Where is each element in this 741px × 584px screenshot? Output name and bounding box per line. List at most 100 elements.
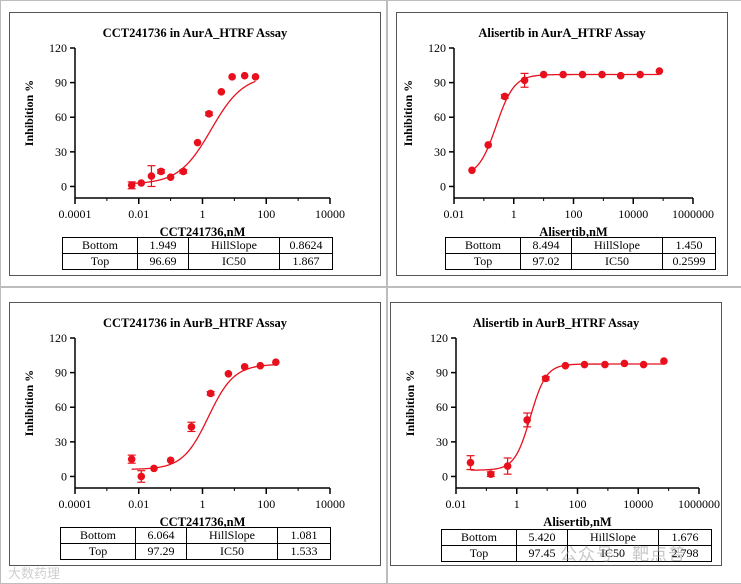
fit-curve (131, 364, 276, 470)
data-point (157, 167, 165, 176)
x-tick-label: 1 (514, 497, 520, 511)
chart-title: Alisertib in AurB_HTRF Assay (473, 316, 640, 330)
fit-param-name: IC50 (186, 543, 278, 560)
x-tick-label: 0.01 (446, 497, 467, 511)
data-point (487, 470, 495, 478)
fit-param-name: HillSlope (567, 529, 659, 546)
x-axis-label: CCT241736,nM (160, 225, 246, 238)
data-point (500, 92, 509, 101)
data-point (147, 172, 156, 180)
x-tick-label: 0.0001 (59, 207, 92, 221)
fit-params-row: Bottom 8.494 HillSlope 1.450 (445, 237, 716, 254)
y-tick-label: 60 (436, 400, 448, 414)
x-tick-label: 0.0001 (59, 497, 92, 511)
y-tick-label: 60 (55, 110, 67, 124)
x-tick-label: 10000 (623, 497, 653, 511)
y-tick-label: 0 (440, 179, 446, 193)
fit-param-name: Bottom (60, 527, 136, 544)
data-point (127, 455, 136, 463)
data-point (655, 67, 664, 75)
data-point (206, 389, 215, 398)
y-tick-label: 120 (49, 41, 67, 55)
x-tick-label: 1000000 (672, 207, 714, 221)
fit-params-table: Bottom 5.420 HillSlope 1.676 Top 97.45 IC50 2.7… (441, 529, 712, 562)
fit-param-name: Top (62, 253, 138, 270)
fit-params-row: Top 97.29 IC50 1.533 (60, 543, 331, 560)
fit-params-row: Top 97.02 IC50 0.2599 (445, 253, 716, 270)
data-point (193, 138, 202, 147)
chart-panel-cct-aurb: CCT241736 in AurB_HTRF Assay 0 30 60 90 120 In… (9, 302, 381, 566)
data-point (503, 462, 512, 470)
fit-param-name: IC50 (571, 253, 663, 270)
chart-cct-aura: CCT241736 in AurA_HTRF Assay 0 30 60 90 120 In… (22, 26, 345, 238)
data-point (166, 173, 175, 182)
y-tick-label: 30 (436, 435, 448, 449)
y-axis-label: Inhibition % (22, 370, 36, 436)
fit-param-value: 0.8624 (279, 237, 333, 254)
fit-param-name: HillSlope (188, 237, 280, 254)
fit-param-value: 6.064 (135, 527, 187, 544)
x-tick-label: 1 (200, 207, 206, 221)
data-point (616, 71, 625, 80)
y-tick-label: 0 (61, 179, 67, 193)
watermark-left: 大数药理 (8, 566, 61, 581)
data-point (137, 472, 146, 481)
y-tick-label: 30 (434, 145, 446, 159)
y-tick-label: 0 (61, 469, 67, 483)
data-point (166, 456, 175, 465)
data-point (240, 363, 249, 371)
fit-params-row: Bottom 5.420 HillSlope 1.676 (441, 529, 712, 546)
data-point (539, 70, 548, 79)
fit-params-table: Bottom 1.949 HillSlope 0.8624 Top 96.69 IC50 1.… (62, 237, 333, 270)
fit-param-name: HillSlope (186, 527, 278, 544)
fit-param-value: 1.867 (279, 253, 333, 270)
chart-title: CCT241736 in AurB_HTRF Assay (103, 316, 288, 330)
chart-cct-aurb: CCT241736 in AurB_HTRF Assay 0 30 60 90 120 In… (22, 316, 345, 528)
fit-param-value: 97.45 (516, 545, 568, 562)
data-point (598, 70, 606, 79)
x-tick-label: 1 (200, 497, 206, 511)
fit-params-row: Bottom 1.949 HillSlope 0.8624 (62, 237, 333, 254)
fit-param-value: 96.69 (137, 253, 189, 270)
x-tick-label: 10000 (315, 497, 345, 511)
x-tick-label: 10000 (315, 207, 345, 221)
data-point (578, 70, 587, 79)
x-tick-label: 10000 (618, 207, 648, 221)
data-point (205, 109, 213, 118)
fit-param-value: 1.450 (662, 237, 716, 254)
fit-curve (470, 363, 664, 471)
fit-param-name: HillSlope (571, 237, 663, 254)
x-tick-label: 0.01 (444, 207, 465, 221)
chart-panel-alisertib-aurb: Alisertib in AurB_HTRF Assay 0 30 60 90 120 In… (390, 302, 722, 566)
data-point (251, 73, 260, 81)
data-point (179, 167, 188, 176)
watermark-right: 公众号 · 靶点普 (560, 545, 687, 564)
data-point (466, 458, 475, 467)
fit-params-row: Bottom 6.064 HillSlope 1.081 (60, 527, 331, 544)
fit-param-value: 2.798 (658, 545, 712, 562)
fit-params-row: Top 97.45 IC50 2.798 (441, 545, 712, 562)
fit-param-name: Top (60, 543, 136, 560)
fit-params-table: Bottom 8.494 HillSlope 1.450 Top 97.02 IC50 0.2… (445, 237, 716, 270)
data-point (520, 76, 529, 85)
y-tick-label: 90 (436, 366, 448, 380)
fit-param-value: 97.29 (135, 543, 187, 560)
chart-alisertib-aura: Alisertib in AurA_HTRF Assay 0 30 60 90 120 In… (401, 26, 714, 238)
y-tick-label: 120 (428, 41, 446, 55)
data-point (228, 73, 236, 81)
fit-param-value: 1.533 (277, 543, 331, 560)
y-axis-label: Inhibition % (403, 370, 417, 436)
chart-panel-cct-aura: CCT241736 in AurA_HTRF Assay 0 30 60 90 120 In… (9, 12, 381, 276)
data-point (484, 141, 493, 149)
y-tick-label: 60 (55, 400, 67, 414)
data-point (636, 70, 644, 79)
y-tick-label: 0 (442, 469, 448, 483)
y-tick-label: 60 (434, 110, 446, 124)
data-point (137, 179, 146, 187)
x-tick-label: 100 (565, 207, 583, 221)
fit-param-value: 8.494 (520, 237, 572, 254)
fit-param-name: Bottom (441, 529, 517, 546)
fit-param-value: 1.081 (277, 527, 331, 544)
x-tick-label: 0.01 (128, 207, 149, 221)
data-point (256, 361, 265, 370)
